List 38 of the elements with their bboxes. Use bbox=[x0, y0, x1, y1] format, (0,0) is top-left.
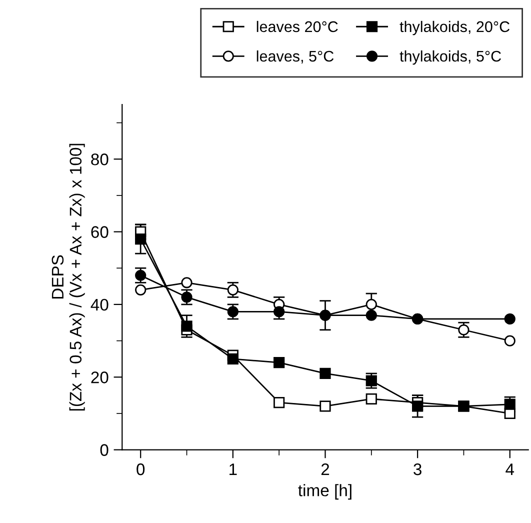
y-tick-label: 80 bbox=[91, 154, 108, 166]
point bbox=[274, 396, 285, 408]
y-axis-title: DEPS [(Zx + 0.5 Ax) / (Vx + Ax + Zx) x 100] bbox=[52, 144, 85, 411]
point bbox=[135, 284, 146, 296]
point bbox=[227, 353, 238, 364]
point bbox=[366, 310, 377, 321]
y-tick-label: 20 bbox=[91, 372, 108, 384]
point bbox=[412, 400, 424, 412]
x-axis-title: time [h] bbox=[298, 484, 352, 500]
x-tick-label: 0 bbox=[136, 463, 145, 476]
point bbox=[181, 277, 192, 288]
point bbox=[181, 320, 192, 332]
point bbox=[366, 375, 377, 386]
point bbox=[458, 324, 470, 336]
x-tick-label: 3 bbox=[414, 463, 422, 476]
point bbox=[227, 284, 238, 296]
x-tick-label: 2 bbox=[321, 463, 330, 476]
legend-label: leaves 20°C bbox=[256, 20, 338, 32]
x-tick-label: 1 bbox=[230, 464, 237, 476]
point bbox=[504, 335, 516, 346]
point bbox=[274, 357, 285, 368]
legend-label: thylakoids, 20°C bbox=[400, 20, 510, 36]
point bbox=[320, 400, 331, 412]
point bbox=[135, 270, 146, 281]
x-tick-label: 4 bbox=[506, 464, 514, 476]
y-tick-label: 60 bbox=[91, 226, 108, 238]
point bbox=[504, 313, 516, 325]
point bbox=[366, 298, 377, 310]
point bbox=[366, 393, 377, 404]
point bbox=[227, 306, 238, 318]
point bbox=[320, 368, 331, 380]
point bbox=[135, 233, 146, 245]
y-tick-label: 0 bbox=[100, 444, 108, 456]
legend-label: thylakoids, 5°C bbox=[400, 50, 502, 65]
y-tick-label: 40 bbox=[90, 298, 108, 311]
legend-label: leaves, 5°C bbox=[256, 50, 334, 64]
point bbox=[274, 306, 285, 318]
point bbox=[181, 292, 192, 303]
